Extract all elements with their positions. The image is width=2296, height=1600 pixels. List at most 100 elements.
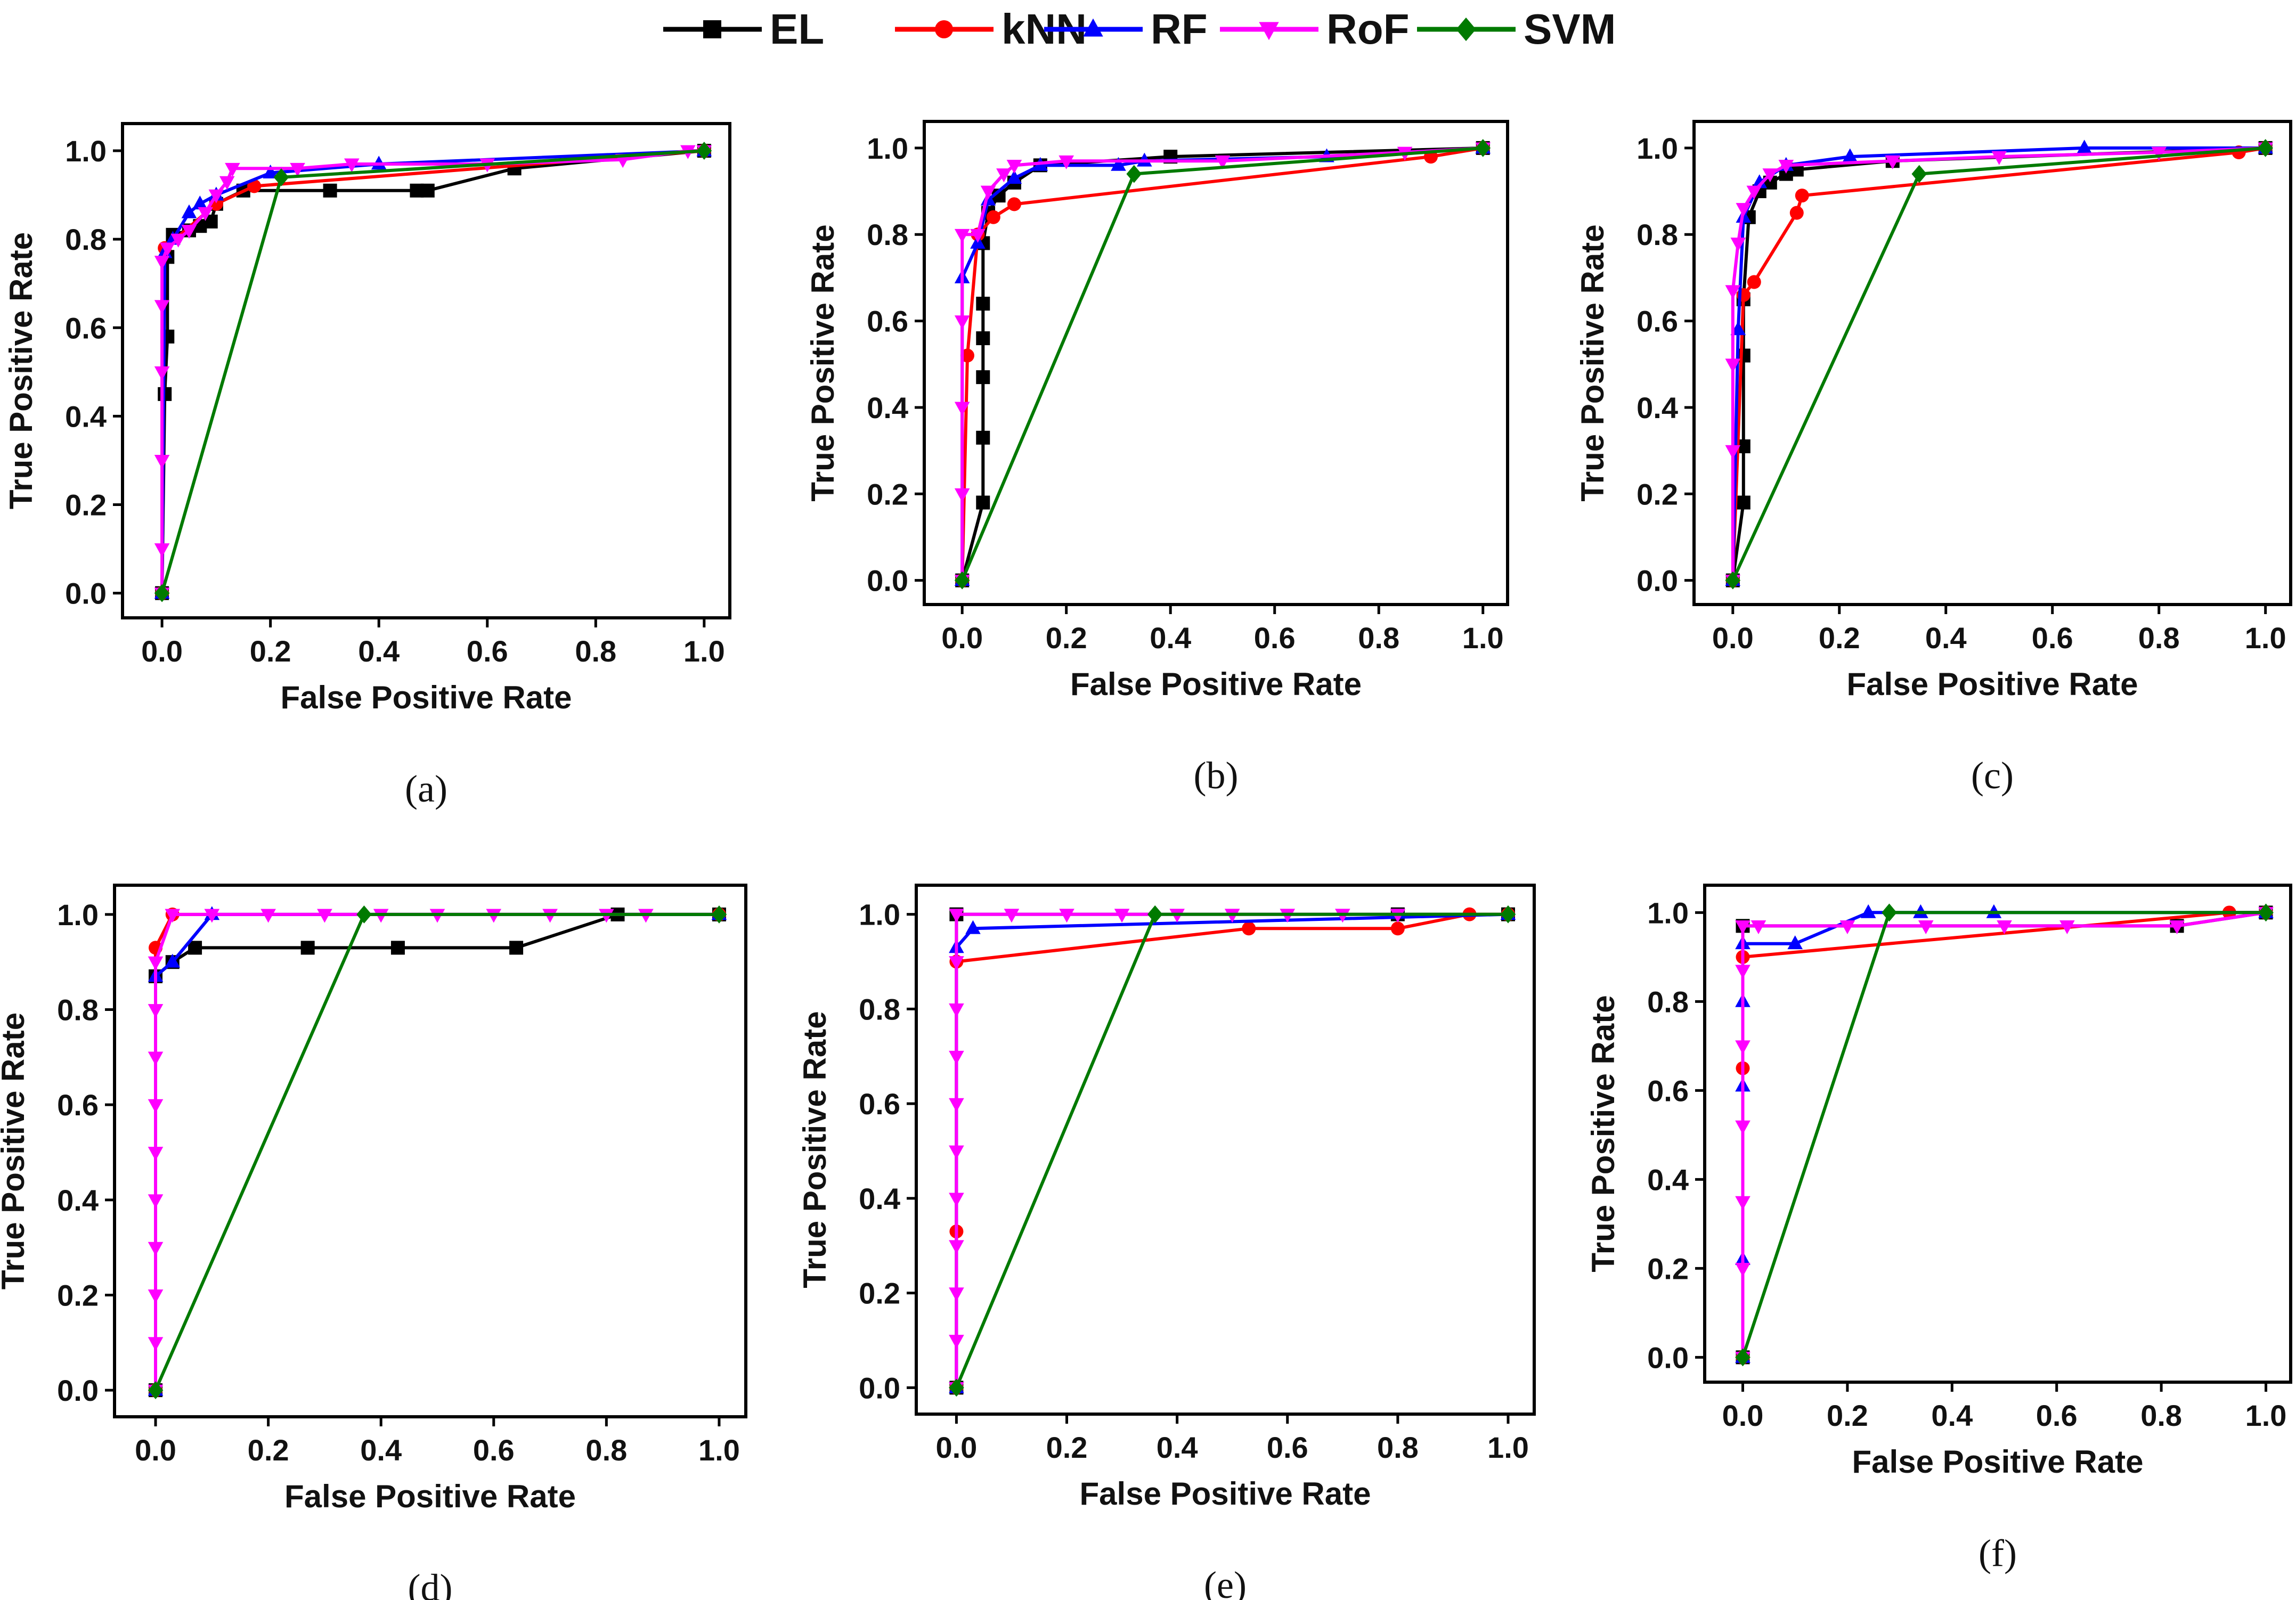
series-line-svm: [960, 146, 1483, 581]
series-line-rof: [160, 149, 704, 593]
data-point-rof: [1746, 185, 1762, 200]
series-line-rf: [1731, 146, 2266, 581]
series-line-rof: [1731, 146, 2266, 581]
data-point-rof: [1725, 445, 1741, 459]
y-tick-label: 0.0: [867, 564, 908, 598]
y-tick-label: 1.0: [867, 132, 908, 165]
panel-f: 0.0 0.2 0.4 0.6 0.8 1.0 0.0 0.2 0.4 0.6 0.8 1.0 Fals…: [1585, 884, 2292, 1574]
data-point-svm: [1911, 165, 1927, 183]
plot-frame: [915, 884, 1536, 1416]
x-tick-label: 0.0: [141, 634, 183, 668]
y-tick-label: 1.0: [57, 898, 99, 932]
data-point-svm: [711, 905, 727, 924]
plot-frame: [121, 122, 731, 619]
data-point-rof: [1735, 1040, 1751, 1055]
series-svm: [154, 142, 712, 602]
data-point-el: [976, 430, 990, 445]
data-point-el: [323, 183, 337, 198]
data-point-svm: [2258, 138, 2273, 157]
data-point-rf: [1752, 174, 1768, 189]
panels: 0.0 0.2 0.4 0.6 0.8 1.0 0.0 0.2 0.4 0.6 0.8 1.0 Fals…: [0, 120, 2292, 1600]
data-point-svm: [1126, 165, 1142, 183]
x-tick-label: 0.6: [473, 1433, 515, 1467]
data-point-rof: [1215, 155, 1231, 169]
series-line-rof: [955, 912, 1398, 1388]
legend-label-svm: SVM: [1524, 5, 1616, 53]
series-el: [149, 907, 726, 1398]
data-point-knn: [1747, 275, 1761, 289]
panel-a: 0.0 0.2 0.4 0.6 0.8 1.0 0.0 0.2 0.4 0.6 0.8 1.0 Fals…: [3, 122, 731, 810]
y-tick-label: 0.4: [1636, 391, 1678, 425]
x-tick-label: 0.4: [358, 634, 400, 668]
data-point-rof: [949, 909, 964, 923]
data-point-rof: [1735, 965, 1751, 979]
data-point-rof: [148, 1242, 164, 1256]
data-point-knn: [1242, 921, 1256, 936]
series-line-rof: [960, 146, 1483, 581]
y-tick-label: 0.4: [1647, 1163, 1689, 1196]
series-line-knn: [955, 912, 1508, 1388]
data-point-rof: [949, 1287, 964, 1302]
series-line-rof: [1741, 911, 2266, 1358]
data-point-svm: [1735, 1348, 1751, 1367]
data-point-rof: [154, 455, 170, 469]
data-point-el: [1736, 495, 1751, 510]
x-tick-label: 0.0: [1712, 621, 1754, 655]
data-point-rof: [1059, 909, 1074, 923]
data-point-svm: [1725, 571, 1741, 590]
data-point-knn: [960, 348, 974, 363]
series-rof: [1735, 907, 2274, 1366]
panel-label: (c): [1971, 754, 2014, 797]
data-point-svm: [154, 584, 170, 602]
series-line-rf: [160, 149, 704, 593]
x-tick-label: 0.6: [1254, 621, 1296, 655]
y-tick-label: 0.2: [1636, 477, 1678, 511]
legend-item-svm: SVM: [1417, 5, 1616, 53]
data-point-rof: [1997, 920, 2012, 934]
data-point-rof: [1918, 920, 1934, 934]
data-point-svm: [1500, 905, 1516, 924]
x-tick-label: 0.4: [1931, 1399, 1973, 1432]
x-tick-label: 0.2: [248, 1433, 289, 1467]
series-el: [1725, 141, 2273, 587]
y-tick-label: 0.2: [57, 1278, 99, 1312]
legend-marker-rof: [1259, 22, 1279, 40]
series-line-rof: [154, 912, 646, 1391]
data-point-svm: [273, 168, 289, 186]
plot-frame: [113, 884, 747, 1418]
x-axis-title: False Positive Rate: [1070, 666, 1362, 702]
series-line-rf: [154, 912, 719, 1391]
y-axis-title: True Positive Rate: [1575, 224, 1610, 501]
y-tick-label: 1.0: [859, 898, 900, 932]
series-knn: [1725, 141, 2273, 587]
data-point-rf: [1787, 935, 1803, 950]
data-point-rf: [181, 204, 197, 218]
data-point-rof: [949, 1050, 964, 1065]
series-el: [955, 141, 1490, 587]
data-point-rof: [204, 909, 220, 923]
series-rf: [154, 142, 712, 599]
legend-marker-el: [703, 20, 721, 38]
data-point-rof: [949, 956, 964, 970]
legend-item-rof: RoF: [1220, 5, 1410, 53]
series-line-svm: [154, 912, 719, 1391]
series-svm: [949, 905, 1516, 1397]
series-line-knn: [160, 149, 705, 593]
data-point-knn: [1390, 921, 1405, 936]
x-tick-label: 0.8: [2138, 621, 2180, 655]
data-point-rof: [2059, 920, 2075, 934]
x-tick-label: 0.2: [1046, 1431, 1088, 1464]
series-line-el: [1731, 146, 2266, 581]
y-axis-title: True Positive Rate: [0, 1013, 31, 1289]
y-tick-label: 0.2: [65, 488, 107, 521]
data-point-knn: [247, 179, 262, 193]
data-point-rf: [1006, 170, 1022, 184]
y-tick-label: 0.6: [1636, 305, 1678, 338]
series-line-el: [960, 146, 1483, 581]
series-line-knn: [1741, 911, 2266, 1358]
data-point-rof: [1885, 155, 1901, 169]
series-rf: [1725, 140, 2273, 586]
legend-marker-rf: [1083, 18, 1103, 37]
data-point-rof: [225, 162, 240, 177]
